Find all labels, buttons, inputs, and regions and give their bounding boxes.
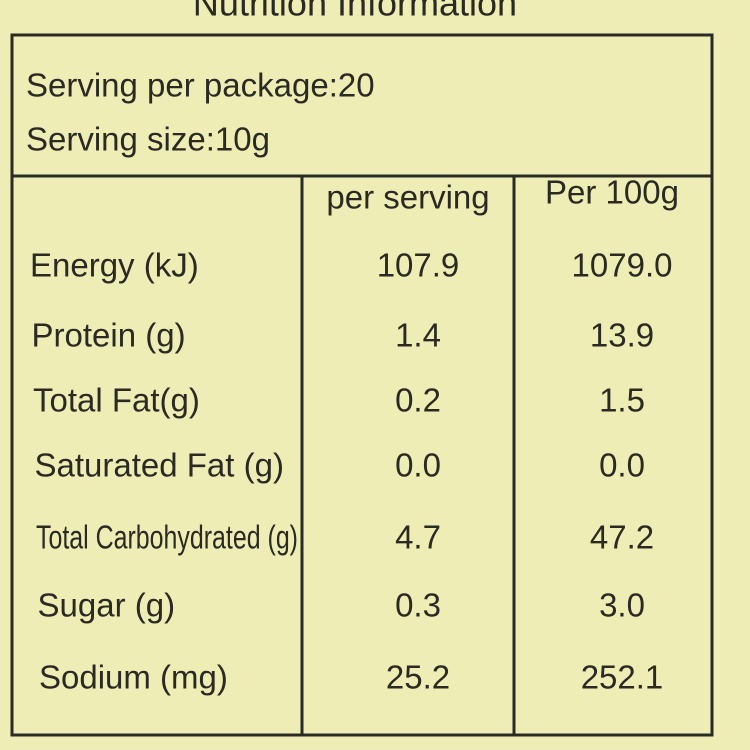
row-label: Protein (g) xyxy=(32,317,186,354)
row-label: Total Carbohydrated (g) xyxy=(36,519,298,556)
per-serving-value: 1.4 xyxy=(395,317,441,354)
per-100g-value: 252.1 xyxy=(581,659,664,696)
column-header: Per 100g xyxy=(545,174,679,211)
rows: Energy (kJ) 107.9 1079.0 Protein (g) 1.4 13.9… xyxy=(30,247,672,696)
row-label: Saturated Fat (g) xyxy=(35,447,284,484)
outer-box xyxy=(10,33,714,737)
row-label: Total Fat(g) xyxy=(33,382,200,419)
per-100g-value: 47.2 xyxy=(590,519,654,556)
per-serving-value: 4.7 xyxy=(395,519,441,556)
per-serving-value: 0.3 xyxy=(395,587,441,624)
title: Nutrition Information xyxy=(193,0,517,24)
serving-line: Serving per package:20 xyxy=(26,67,375,104)
per-serving-value: 107.9 xyxy=(377,247,460,284)
per-100g-value: 13.9 xyxy=(590,317,654,354)
column-header: per serving xyxy=(326,179,489,216)
serving-line: Serving size:10g xyxy=(26,121,270,158)
per-100g-value: 3.0 xyxy=(599,587,645,624)
per-serving-value: 25.2 xyxy=(386,659,450,696)
per-serving-value: 0.0 xyxy=(395,447,441,484)
per-100g-value: 0.0 xyxy=(599,447,645,484)
row-label: Sugar (g) xyxy=(38,587,176,624)
row-label: Energy (kJ) xyxy=(30,247,199,284)
per-serving-value: 0.2 xyxy=(395,382,441,419)
per-100g-value: 1079.0 xyxy=(572,247,673,284)
per-100g-value: 1.5 xyxy=(599,382,645,419)
row-label: Sodium (mg) xyxy=(39,659,228,696)
